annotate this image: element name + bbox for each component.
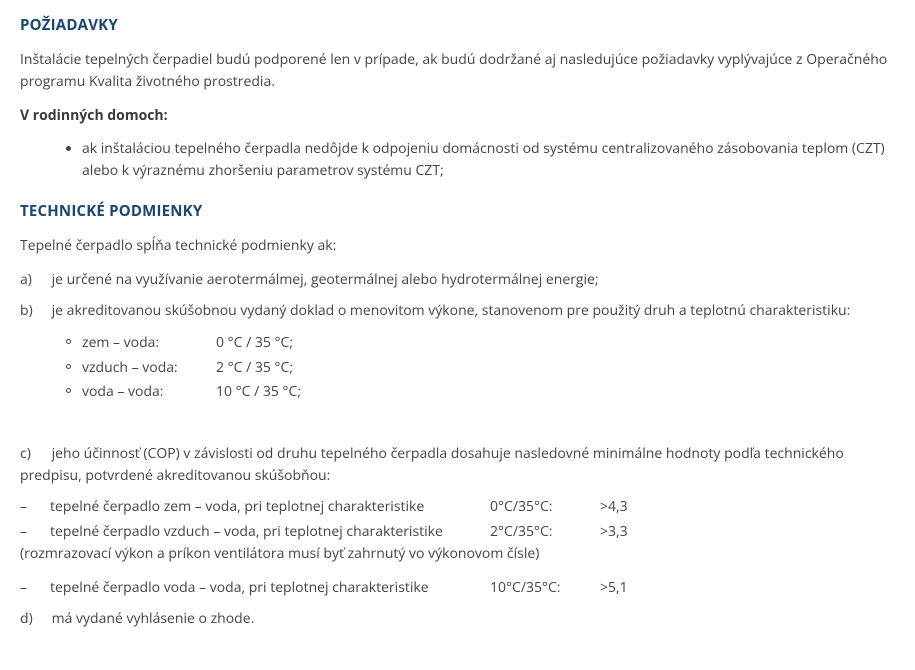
cop-row: – tepelné čerpadlo vzduch – voda, pri te… xyxy=(20,521,895,543)
clause-text: je určené na využívanie aerotermálmej, g… xyxy=(52,270,599,289)
cop-dash: – xyxy=(20,521,50,543)
cop-text: tepelné čerpadlo vzduch – voda, pri tepl… xyxy=(50,521,490,543)
cop-note: (rozmrazovací výkon a príkon ventilátora… xyxy=(20,543,895,565)
paragraph-intro-1: Inštalácie tepelných čerpadiel budú podp… xyxy=(20,49,895,92)
cop-temp: 0°C/35°C: xyxy=(490,496,600,518)
cop-val: >4,3 xyxy=(600,496,670,518)
list-item: voda – voda: 10 °C / 35 °C; xyxy=(66,381,895,403)
cop-dash: – xyxy=(20,577,50,599)
cop-text: tepelné čerpadlo voda – voda, pri teplot… xyxy=(50,577,490,599)
char-temp: 0 °C / 35 °C; xyxy=(202,332,336,354)
cop-dash: – xyxy=(20,496,50,518)
cop-temp: 2°C/35°C: xyxy=(490,521,600,543)
clause-text: jeho účinnosť (COP) v závislosti od druh… xyxy=(20,444,844,485)
section-title-requirements: POŽIADAVKY xyxy=(20,14,895,37)
clause-label: c) xyxy=(20,443,48,465)
subheading-houses: V rodinných domoch: xyxy=(20,105,895,127)
section-title-technical: TECHNICKÉ PODMIENKY xyxy=(20,200,895,223)
clause-label: d) xyxy=(20,608,48,630)
bullet-list-characteristics: zem – voda: 0 °C / 35 °C; vzduch – voda:… xyxy=(20,332,895,403)
cop-text: tepelné čerpadlo zem – voda, pri teplotn… xyxy=(50,496,490,518)
cop-val: >5,1 xyxy=(600,577,670,599)
paragraph-intro-2: Tepelné čerpadlo spĺňa technické podmien… xyxy=(20,235,895,257)
list-item: zem – voda: 0 °C / 35 °C; xyxy=(66,332,895,354)
cop-val: >3,3 xyxy=(600,521,670,543)
cop-temp: 10°C/35°C: xyxy=(490,577,600,599)
clause-d: d) má vydané vyhlásenie o zhode. xyxy=(20,608,895,630)
cop-row: – tepelné čerpadlo voda – voda, pri tepl… xyxy=(20,577,895,599)
clause-text: má vydané vyhlásenie o zhode. xyxy=(52,609,255,628)
clause-a: a) je určené na využívanie aerotermálmej… xyxy=(20,269,895,291)
list-item: ak inštaláciou tepelného čerpadla nedôjd… xyxy=(66,138,895,181)
char-temp: 2 °C / 35 °C; xyxy=(202,357,336,379)
char-name: zem – voda: xyxy=(82,332,202,354)
clause-text: je akreditovanou skúšobnou vydaný doklad… xyxy=(52,301,851,320)
document-page: POŽIADAVKY Inštalácie tepelných čerpadie… xyxy=(0,0,915,670)
list-item: vzduch – voda: 2 °C / 35 °C; xyxy=(66,357,895,379)
clause-label: b) xyxy=(20,300,48,322)
char-name: voda – voda: xyxy=(82,381,202,403)
char-temp: 10 °C / 35 °C; xyxy=(202,381,336,403)
clause-label: a) xyxy=(20,269,48,291)
cop-row: – tepelné čerpadlo zem – voda, pri teplo… xyxy=(20,496,895,518)
clause-c: c) jeho účinnosť (COP) v závislosti od d… xyxy=(20,443,895,486)
clause-b: b) je akreditovanou skúšobnou vydaný dok… xyxy=(20,300,895,322)
bullet-list-requirements: ak inštaláciou tepelného čerpadla nedôjd… xyxy=(20,138,895,181)
char-name: vzduch – voda: xyxy=(82,357,202,379)
